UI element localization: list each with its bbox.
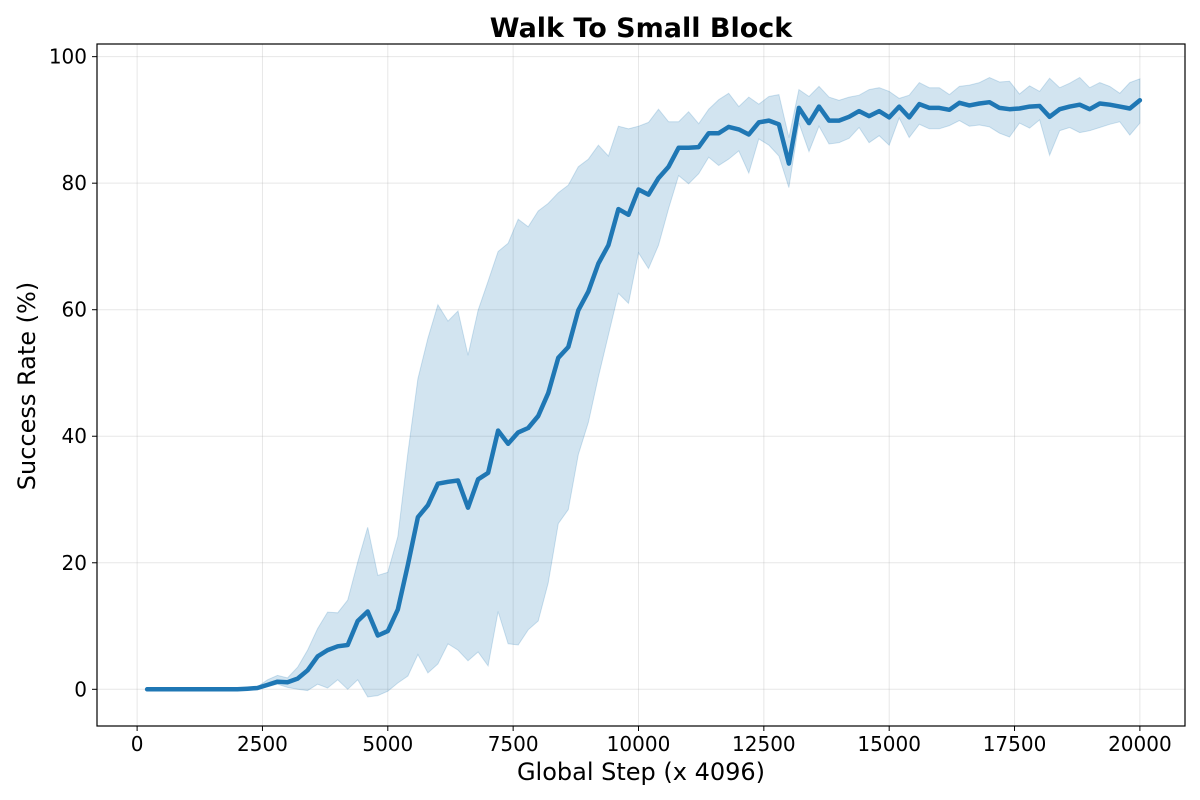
x-tick-label: 7500	[488, 732, 539, 756]
x-tick-label: 5000	[362, 732, 413, 756]
y-tick-label: 40	[62, 424, 87, 448]
x-tick-label: 17500	[983, 732, 1047, 756]
x-tick-label: 15000	[857, 732, 921, 756]
y-tick-label: 60	[62, 298, 87, 322]
y-tick-label: 80	[62, 171, 87, 195]
series-line	[144, 98, 1143, 692]
x-tick-label: 0	[131, 732, 144, 756]
x-tick-label: 12500	[732, 732, 796, 756]
y-tick-label: 0	[74, 677, 87, 701]
x-tick-label: 10000	[607, 732, 671, 756]
series-line-group	[144, 98, 1143, 692]
grid-lines	[97, 44, 1185, 726]
y-tick-label: 100	[49, 45, 87, 69]
x-tick-label: 20000	[1108, 732, 1172, 756]
y-axis-ticks: 0 20 40 60 80 100	[49, 45, 97, 701]
plot-frame	[96, 43, 1186, 727]
x-axis-ticks: 0 2500 5000 7500 10000 12500 15000 17500 20000	[131, 726, 1172, 756]
chart-title: Walk To Small Block	[490, 13, 794, 44]
x-tick-label: 2500	[237, 732, 288, 756]
y-axis-label: Success Rate (%)	[13, 282, 41, 490]
y-tick-label: 20	[62, 551, 87, 575]
x-axis-label: Global Step (x 4096)	[517, 758, 765, 786]
